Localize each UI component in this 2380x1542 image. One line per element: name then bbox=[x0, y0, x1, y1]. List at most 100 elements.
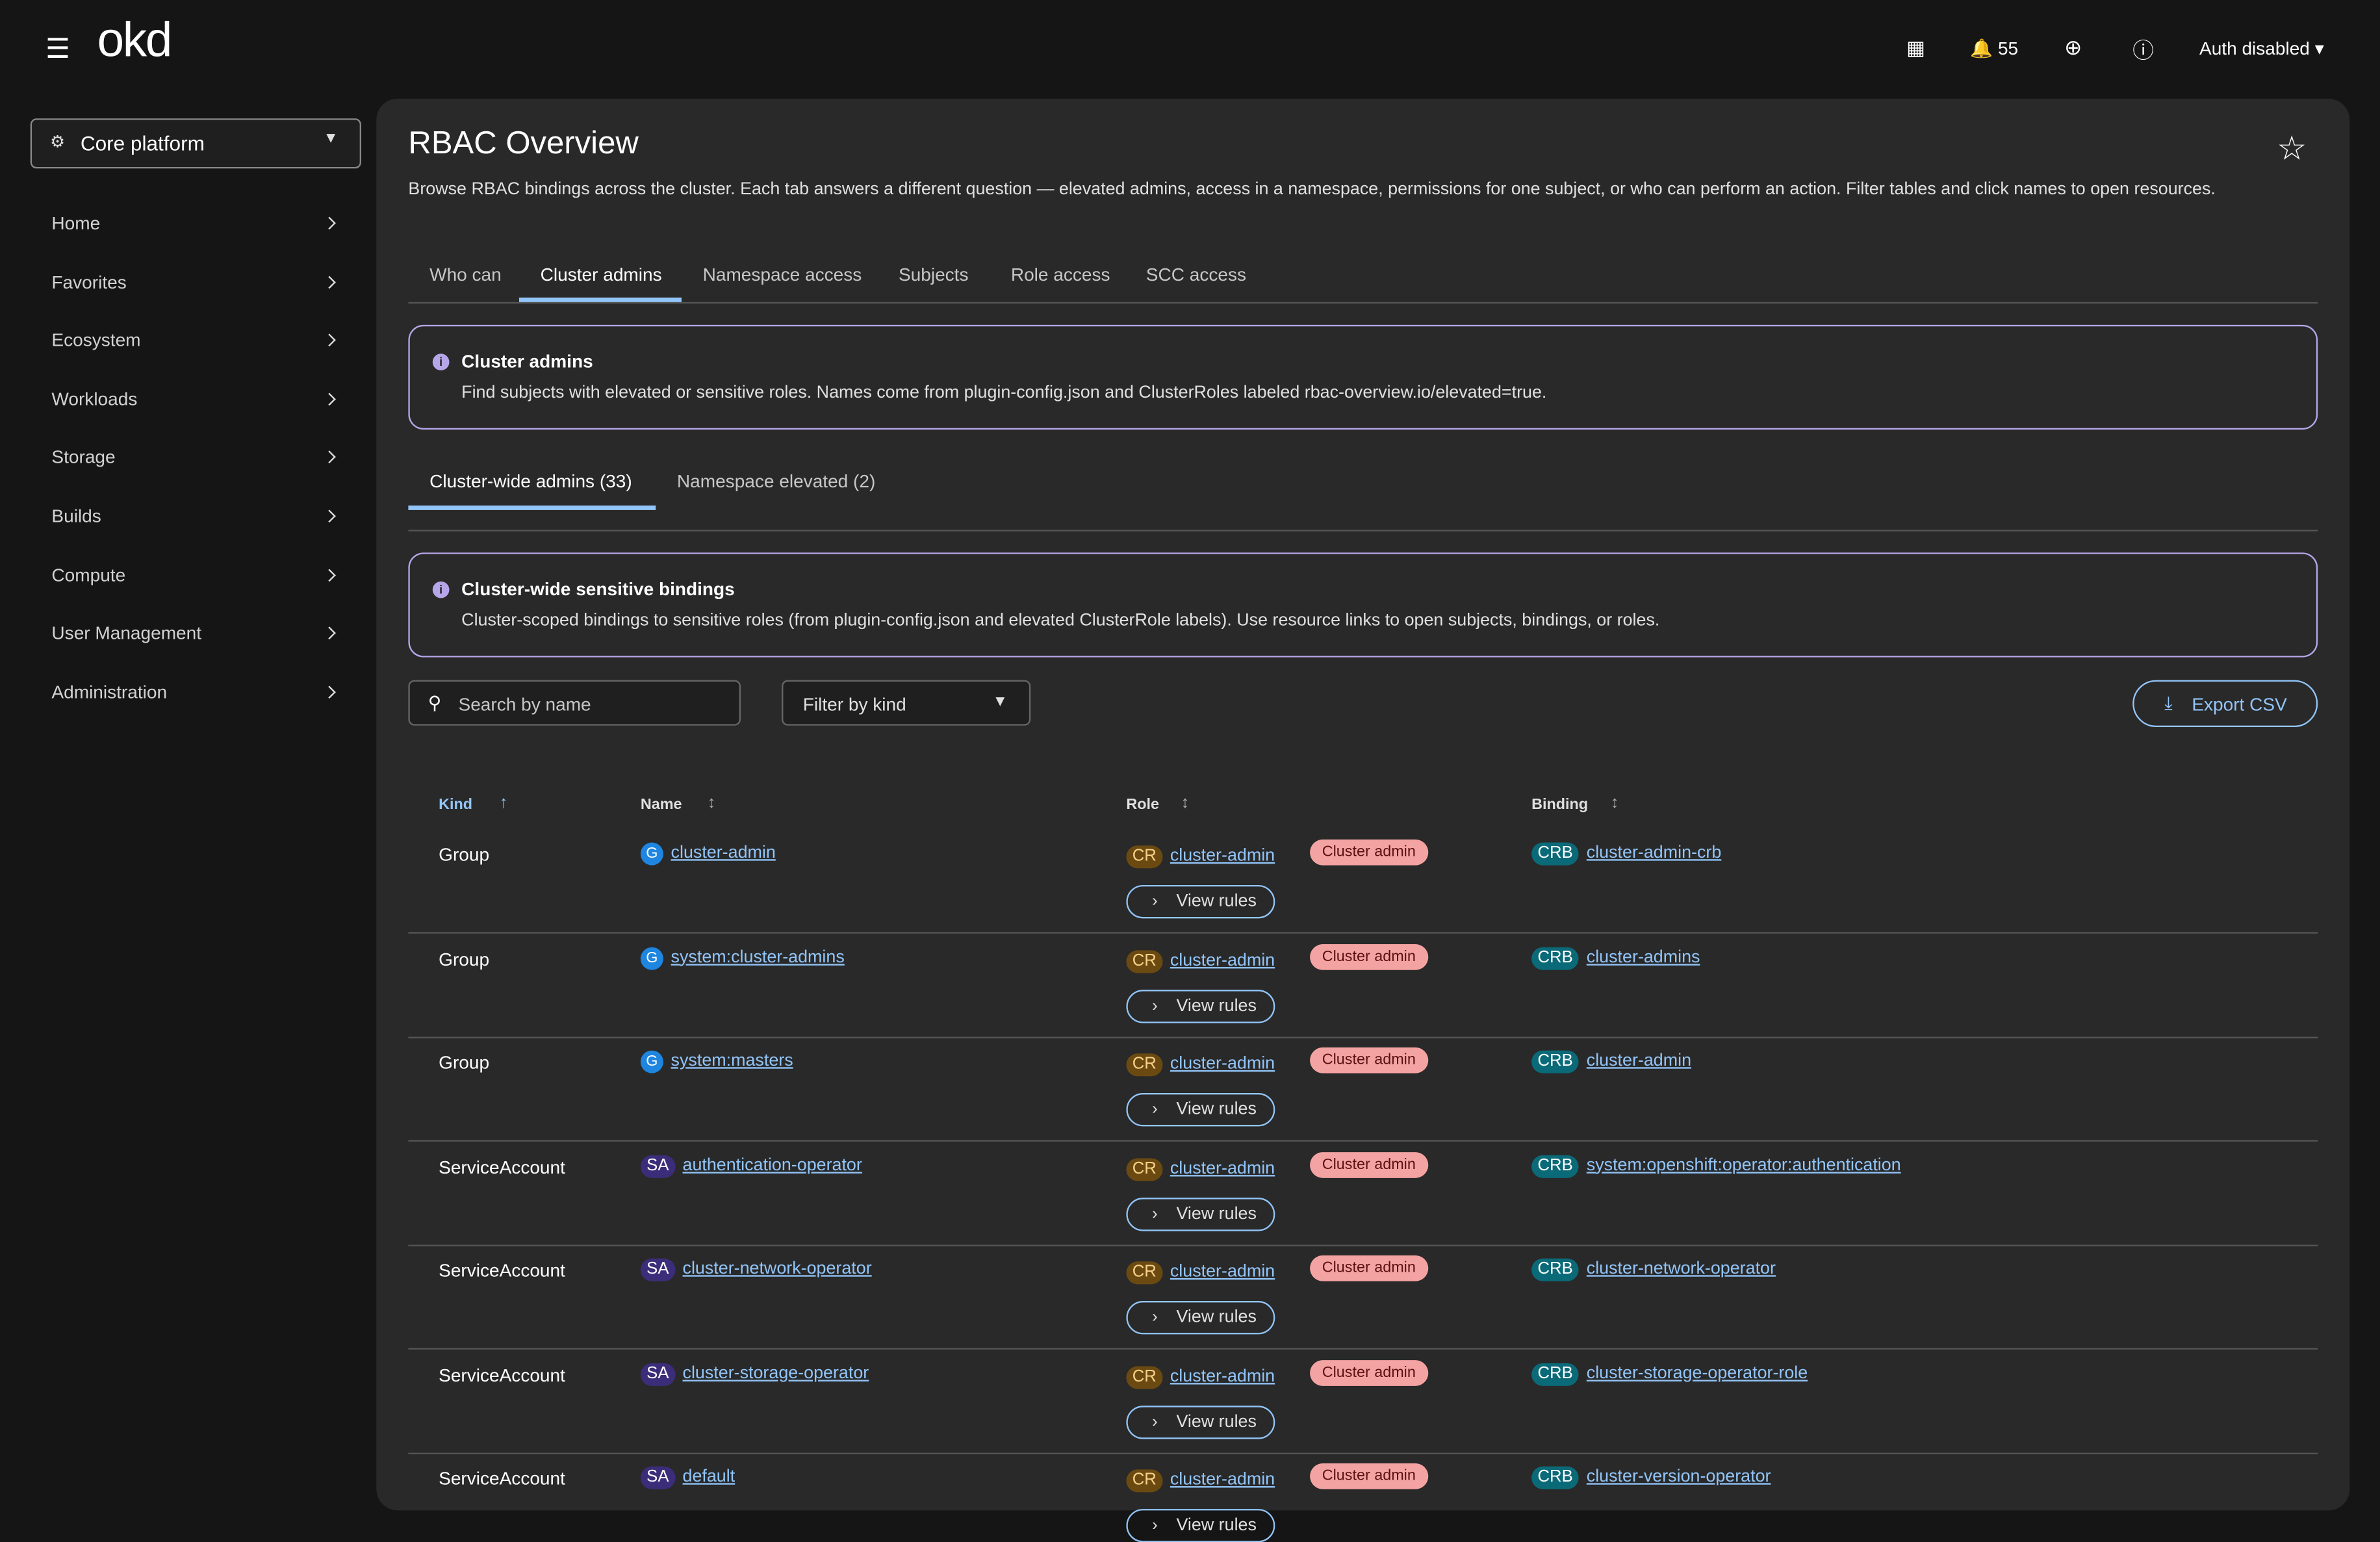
nav-item[interactable]: Workloads bbox=[51, 388, 138, 410]
name-link[interactable]: cluster-network-operator bbox=[682, 1259, 872, 1278]
binding-link[interactable]: system:openshift:operator:authentication bbox=[1586, 1155, 1901, 1174]
view-rules[interactable]: › View rules bbox=[1126, 988, 1275, 1023]
binding-badge: CRB bbox=[1531, 1154, 1580, 1177]
role-link[interactable]: cluster-admin bbox=[1170, 1055, 1275, 1073]
nav-item[interactable]: Builds bbox=[51, 505, 101, 527]
view-rules-icon: › bbox=[1152, 892, 1158, 911]
role-badge: CR bbox=[1126, 1157, 1163, 1181]
app-launcher[interactable]: ▦ bbox=[1906, 36, 1925, 60]
nav-item[interactable]: Compute bbox=[51, 564, 126, 585]
user-menu[interactable]: Auth disabled ▾ bbox=[2199, 38, 2324, 60]
column-header[interactable]: Name bbox=[640, 797, 682, 814]
tab-indicator bbox=[518, 297, 682, 302]
view-rules[interactable]: › View rules bbox=[1126, 1301, 1275, 1335]
row-divider bbox=[408, 1348, 2318, 1350]
notifications[interactable]: 🔔 55 bbox=[1970, 38, 2019, 60]
view-rules[interactable]: › View rules bbox=[1126, 1509, 1275, 1542]
column-header[interactable]: Kind bbox=[439, 797, 473, 814]
tab[interactable]: SCC access bbox=[1145, 264, 1247, 286]
kind: ServiceAccount bbox=[439, 1155, 565, 1177]
view-rules[interactable]: › View rules bbox=[1126, 884, 1275, 919]
subtab-indicator bbox=[408, 505, 656, 510]
binding-cell: CRB cluster-admin-crb bbox=[1531, 841, 1722, 866]
role-link[interactable]: cluster-admin bbox=[1170, 1159, 1275, 1177]
binding-badge: CRB bbox=[1531, 946, 1580, 970]
name-link[interactable]: system:masters bbox=[671, 1051, 793, 1070]
tab[interactable]: Who can bbox=[429, 264, 502, 286]
view-rules[interactable]: › View rules bbox=[1126, 1197, 1275, 1231]
nav-chevron bbox=[323, 451, 336, 464]
nav-item[interactable]: User Management bbox=[51, 623, 202, 644]
quick-create[interactable]: ⊕ bbox=[2064, 34, 2082, 60]
name-cell: SA authentication-operator bbox=[640, 1153, 862, 1177]
binding-cell: CRB cluster-admins bbox=[1531, 945, 1700, 970]
perspective: Core platform bbox=[80, 132, 205, 155]
subtab[interactable]: Namespace elevated (2) bbox=[676, 470, 876, 492]
role-badge: CR bbox=[1126, 845, 1163, 869]
name-cell: SA cluster-storage-operator bbox=[640, 1361, 869, 1385]
search-input[interactable]: ⚲ Search by name bbox=[408, 680, 741, 726]
tab[interactable]: Subjects bbox=[898, 264, 969, 286]
name-cell: SA default bbox=[640, 1465, 736, 1489]
role-label: Cluster admin bbox=[1310, 1047, 1428, 1073]
help[interactable]: ⓘ bbox=[2132, 38, 2154, 62]
nav-item[interactable]: Favorites bbox=[51, 271, 127, 292]
logo[interactable]: okd bbox=[97, 12, 173, 67]
role-link[interactable]: cluster-admin bbox=[1170, 951, 1275, 970]
nav-item[interactable]: Ecosystem bbox=[51, 329, 141, 352]
nav-chevron bbox=[323, 216, 336, 230]
role-link[interactable]: cluster-admin bbox=[1170, 847, 1275, 866]
role-cell: CR cluster-admin bbox=[1126, 1468, 1275, 1493]
binding-link[interactable]: cluster-network-operator bbox=[1586, 1259, 1776, 1278]
name-link[interactable]: default bbox=[682, 1468, 736, 1487]
nav-item[interactable]: Administration bbox=[51, 681, 168, 703]
export-button[interactable]: ⤓ Export CSV bbox=[2132, 680, 2318, 727]
view-rules[interactable]: › View rules bbox=[1126, 1092, 1275, 1127]
view-rules[interactable]: › View rules bbox=[1126, 1405, 1275, 1439]
role-cell: CR cluster-admin bbox=[1126, 1156, 1275, 1181]
name-link[interactable]: authentication-operator bbox=[682, 1155, 862, 1174]
binding-cell: CRB cluster-admin bbox=[1531, 1049, 1691, 1073]
perspective-switcher[interactable]: ⚙ Core platform ▼ bbox=[30, 118, 361, 169]
binding-link[interactable]: cluster-version-operator bbox=[1586, 1468, 1771, 1487]
tab[interactable]: Cluster admins bbox=[540, 264, 662, 286]
role-label: Cluster admin bbox=[1310, 943, 1428, 970]
filter-select[interactable]: Filter by kind ▼ bbox=[782, 680, 1031, 726]
view-rules-icon: › bbox=[1152, 1412, 1158, 1431]
view-rules-label: View rules bbox=[1176, 1100, 1257, 1119]
column-header[interactable]: Role bbox=[1126, 797, 1160, 814]
binding-cell: CRB cluster-network-operator bbox=[1531, 1257, 1776, 1281]
favorite[interactable]: ☆ bbox=[2277, 129, 2307, 167]
binding-link[interactable]: cluster-admin-crb bbox=[1586, 843, 1722, 862]
tab[interactable]: Namespace access bbox=[702, 264, 862, 286]
alert-title: Cluster admins bbox=[461, 350, 593, 372]
subtabs-divider bbox=[408, 530, 2318, 532]
subtab[interactable]: Cluster-wide admins (33) bbox=[429, 470, 632, 492]
menu-toggle[interactable]: ☰ bbox=[45, 33, 70, 64]
view-rules-label: View rules bbox=[1176, 1308, 1257, 1327]
alert-body: Cluster-scoped bindings to sensitive rol… bbox=[461, 611, 1660, 630]
role-label: Cluster admin bbox=[1310, 1151, 1428, 1177]
role-badge: CR bbox=[1126, 1261, 1163, 1285]
tabs-divider bbox=[408, 302, 2318, 304]
role-link[interactable]: cluster-admin bbox=[1170, 1263, 1275, 1281]
name-link[interactable]: system:cluster-admins bbox=[671, 947, 845, 966]
binding-link[interactable]: cluster-admin bbox=[1586, 1051, 1692, 1070]
tab[interactable]: Role access bbox=[1010, 264, 1110, 286]
column-header[interactable]: Binding bbox=[1531, 797, 1589, 814]
name-link[interactable]: cluster-admin bbox=[671, 843, 776, 862]
binding-link[interactable]: cluster-admins bbox=[1586, 947, 1700, 966]
role-link[interactable]: cluster-admin bbox=[1170, 1367, 1275, 1385]
row-divider bbox=[408, 932, 2318, 934]
binding-link[interactable]: cluster-storage-operator-role bbox=[1586, 1363, 1808, 1383]
role-link[interactable]: cluster-admin bbox=[1170, 1471, 1275, 1489]
binding-badge: CRB bbox=[1531, 1258, 1580, 1281]
nav-item[interactable]: Home bbox=[51, 212, 101, 234]
view-rules-label: View rules bbox=[1176, 1516, 1257, 1535]
binding-badge: CRB bbox=[1531, 1362, 1580, 1385]
nav-item[interactable]: Storage bbox=[51, 446, 116, 469]
sort-icon: ↕ bbox=[1610, 793, 1619, 812]
alert-body: Find subjects with elevated or sensitive… bbox=[461, 384, 1547, 403]
name-link[interactable]: cluster-storage-operator bbox=[682, 1363, 869, 1383]
